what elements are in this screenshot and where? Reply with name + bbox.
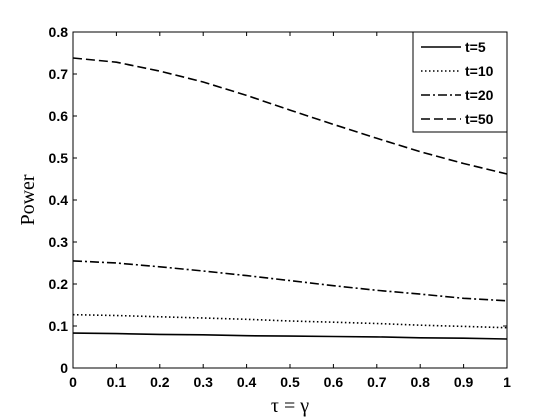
y-tick-label: 0.2 — [49, 276, 69, 292]
x-tick-label: 0.9 — [454, 374, 474, 390]
x-tick-label: 0.6 — [324, 374, 344, 390]
legend-box — [412, 31, 508, 133]
y-tick-label: 0.7 — [49, 66, 69, 82]
x-tick-label: 0.1 — [107, 374, 127, 390]
y-tick-label: 0.8 — [49, 24, 69, 40]
series-line-t-5 — [72, 332, 508, 340]
ticks: 0 0.1 0.2 0.3 0.4 0.5 0.6 0.7 0.8 0.9 1 0 0.1 0.2 0.3 0… — [49, 24, 512, 390]
x-axis-title: τ = γ — [271, 395, 309, 417]
y-tick-label: 0.1 — [49, 318, 69, 334]
x-tick-label: 0 — [69, 374, 77, 390]
y-tick-label: 0.5 — [49, 150, 69, 166]
y-tick-label: 0 — [60, 360, 68, 376]
x-tick-label: 0.5 — [280, 374, 300, 390]
x-tick-label: 1 — [503, 374, 511, 390]
y-axis-title: Power — [17, 174, 39, 225]
legend-entry: t=20 — [465, 87, 494, 103]
legend-entry: t=50 — [465, 111, 494, 127]
x-tick-label: 0.3 — [193, 374, 213, 390]
legend-entry: t=5 — [465, 39, 486, 55]
legend: t=5 t=10 t=20 t=50 — [412, 31, 508, 133]
y-tick-label: 0.3 — [49, 234, 69, 250]
x-tick-label: 0.4 — [237, 374, 257, 390]
series-line-t-10 — [72, 313, 508, 329]
series-layer — [72, 57, 508, 340]
y-tick-label: 0.6 — [49, 108, 69, 124]
y-tick-label: 0.4 — [49, 192, 69, 208]
legend-entry: t=10 — [465, 63, 494, 79]
x-tick-label: 0.8 — [410, 374, 430, 390]
x-tick-label: 0.2 — [150, 374, 170, 390]
series-line-t-50 — [72, 57, 508, 175]
x-tick-label: 0.7 — [367, 374, 387, 390]
series-line-t-20 — [72, 260, 508, 302]
